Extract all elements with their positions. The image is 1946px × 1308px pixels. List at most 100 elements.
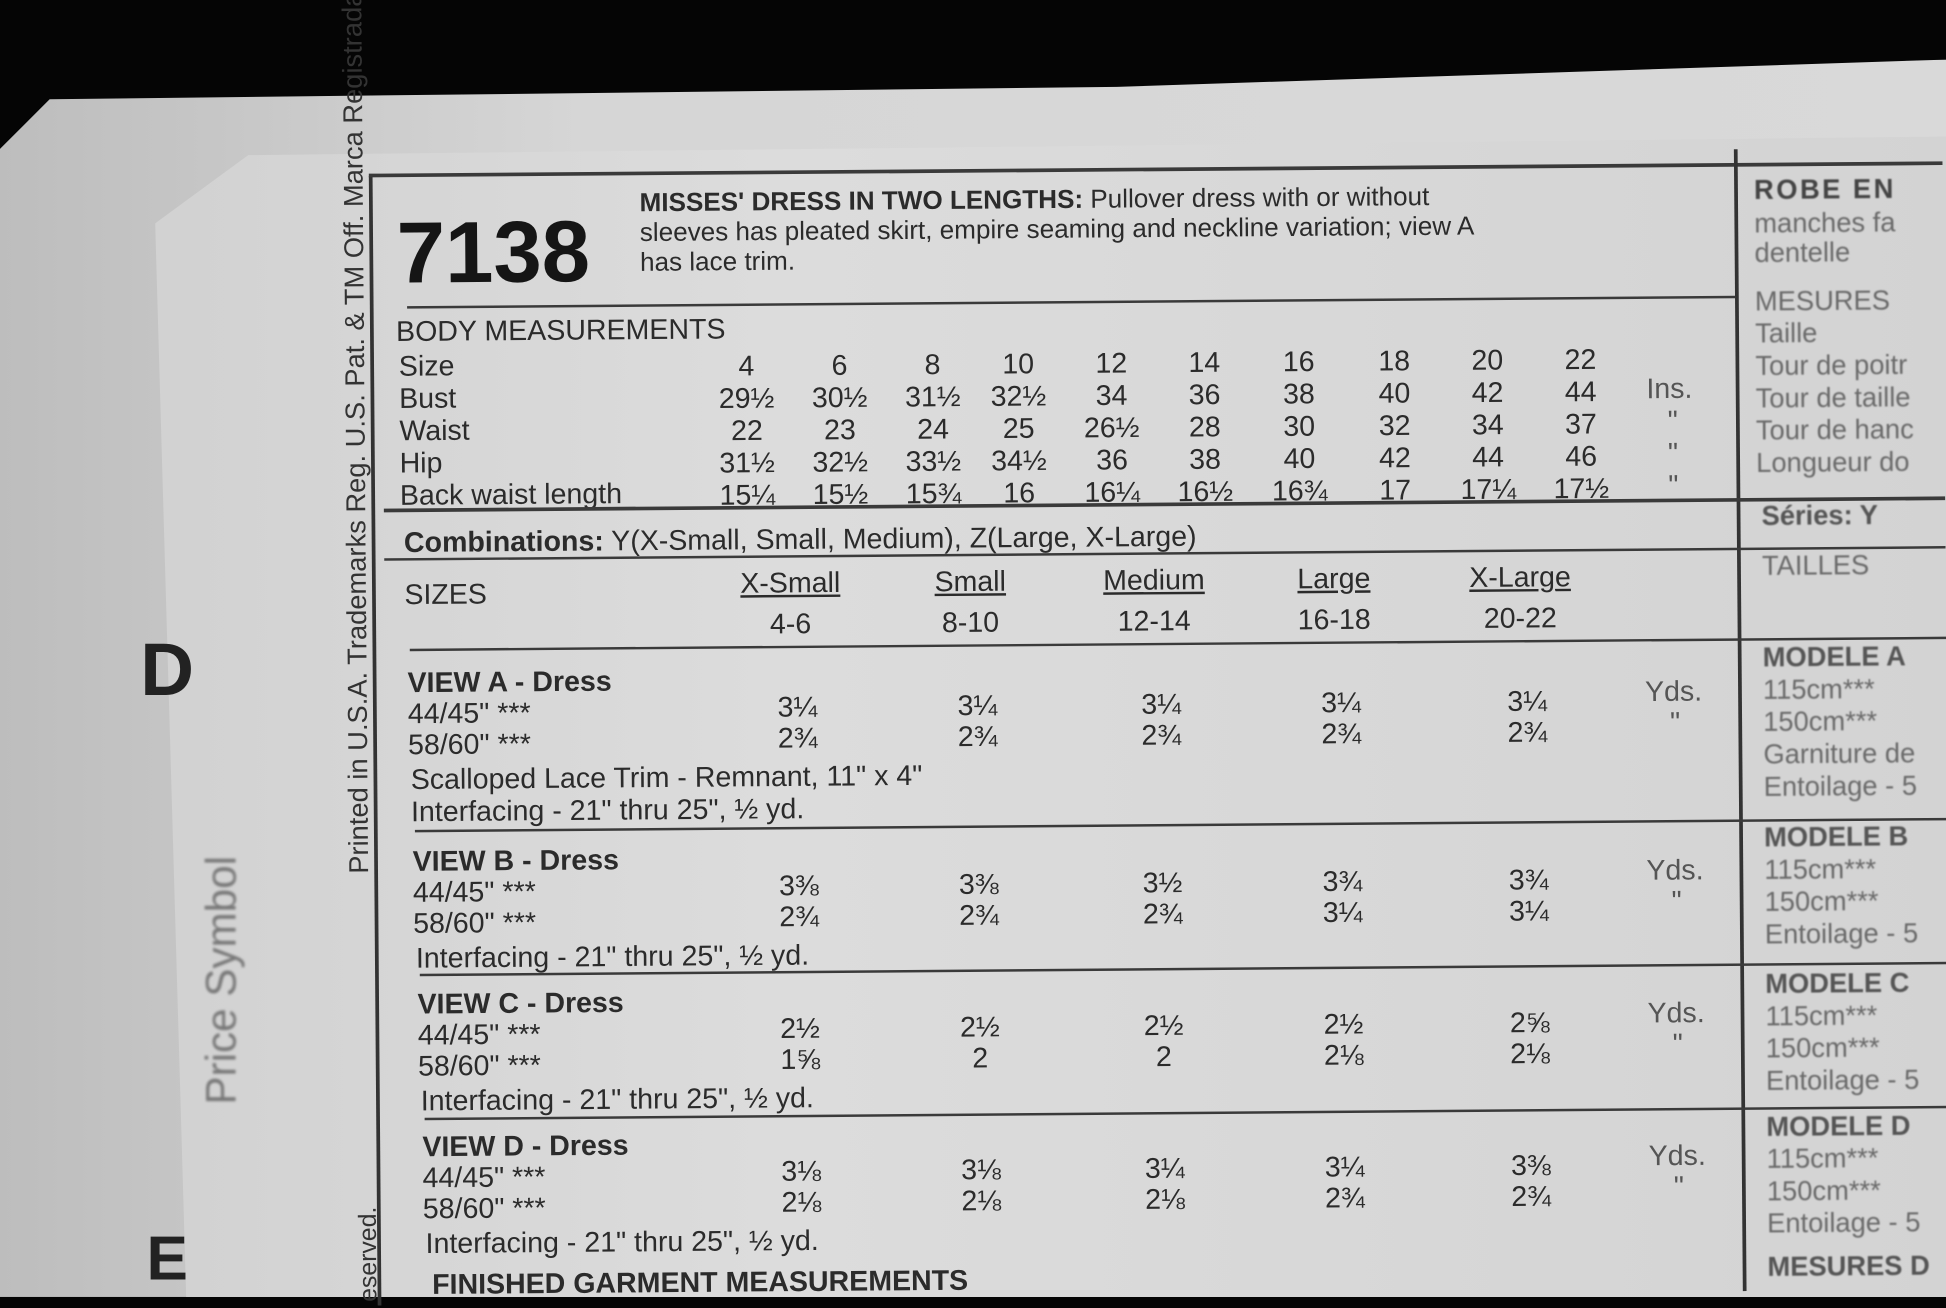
yardage-value: 2½ — [959, 1010, 1000, 1043]
yardage-value: 3¾ — [1508, 863, 1549, 896]
unit-label: Ins. — [1646, 371, 1693, 405]
measurement-value: 14 — [1188, 345, 1221, 379]
french-material-line: Entoilage - 5 — [1766, 1206, 1921, 1239]
french-series: Séries: Y — [1761, 499, 1879, 532]
fabric-width-label: 44/45" *** — [422, 1160, 546, 1194]
ditto-mark: " — [1667, 436, 1679, 469]
size-range: 12-14 — [1117, 604, 1191, 637]
size-name: X-Small — [740, 565, 841, 599]
yardage-value: 2¾ — [777, 721, 818, 754]
ditto-mark: " — [1673, 1169, 1685, 1203]
material-note: Scalloped Lace Trim - Remnant, 11" x 4" — [410, 758, 923, 796]
yardage-value: 2½ — [1323, 1007, 1364, 1040]
yardage-value: 3⅜ — [778, 868, 819, 902]
measurement-value: 6 — [831, 348, 848, 382]
french-material-line: 150cm*** — [1763, 705, 1878, 738]
measurement-value: 20 — [1471, 343, 1504, 377]
yardage-value: 2¾ — [957, 719, 998, 753]
measurement-value: 32½ — [990, 379, 1047, 413]
edge-letters: E — [146, 1223, 188, 1294]
french-measure-label: Taille — [1755, 317, 1818, 349]
material-note: Interfacing - 21" thru 25", ½ yd. — [425, 1223, 819, 1260]
material-note: Interfacing - 21" thru 25", ½ yd. — [415, 938, 810, 974]
measurement-value: 25 — [1002, 411, 1035, 445]
yardage-value: 3¼ — [777, 690, 818, 723]
french-material-line: Entoilage - 5 — [1765, 1063, 1920, 1097]
french-material-line: 115cm*** — [1766, 1142, 1879, 1175]
yardage-value: 1⅝ — [780, 1042, 821, 1076]
measurement-value: 42 — [1471, 375, 1504, 409]
view-title: VIEW B - Dress — [412, 843, 620, 878]
measurement-row-label: Hip — [399, 446, 443, 479]
ditto-mark: " — [1669, 705, 1681, 739]
measurement-value: 23 — [823, 413, 856, 446]
french-measure-label: MESURES — [1754, 284, 1891, 317]
french-material-line: Entoilage - 5 — [1764, 917, 1919, 950]
size-range: 8-10 — [941, 605, 1000, 639]
yardage-value: 2¾ — [1321, 716, 1362, 750]
measurement-value: 34 — [1471, 408, 1504, 441]
combinations-label: Combinations: — [403, 524, 604, 559]
measurement-value: 4 — [738, 349, 755, 382]
french-measure-label: Tour de taille — [1755, 381, 1911, 414]
measurement-value: 36 — [1188, 377, 1221, 411]
yardage-value: 2¾ — [779, 899, 820, 933]
measurement-value: 16 — [1282, 344, 1315, 378]
measurement-value: 38 — [1189, 442, 1222, 476]
size-range: 16-18 — [1297, 602, 1371, 636]
yardage-value: 2⅛ — [1509, 1036, 1550, 1070]
measurement-value: 18 — [1378, 344, 1411, 377]
yardage-value: 2⅛ — [961, 1183, 1002, 1217]
finished-garment-heading: FINISHED GARMENT MEASUREMENTS — [432, 1263, 969, 1301]
yardage-value: 3¼ — [1324, 1150, 1365, 1183]
yardage-value: 3¼ — [1508, 894, 1549, 927]
measurement-value: 31½ — [904, 380, 961, 413]
body-measurements-table: Size 4 6 8 10 12 14 16 18 20 22 Bust 29½ 30½ 31½ 32½ 34 3… — [0, 0, 1941, 511]
frame-top-border — [368, 161, 1943, 178]
description-line: Pullover dress with or without — [1090, 182, 1430, 214]
french-measure-label: Tour de hanc — [1755, 413, 1914, 446]
yardage-value: 3¼ — [957, 688, 998, 722]
yardage-value: 2⅛ — [1145, 1182, 1185, 1216]
view-title: VIEW D - Dress — [422, 1128, 629, 1163]
measurement-row-label: Size — [398, 349, 455, 382]
french-column: ROBE EN manches fa dentelle MESURES Taille To… — [0, 0, 1941, 1282]
measurement-value: 30½ — [811, 380, 868, 414]
french-view-title: MODELE B — [1763, 820, 1909, 853]
french-title: ROBE EN — [1753, 172, 1896, 205]
size-range: 20-22 — [1483, 601, 1557, 635]
yardage-views: VIEW A - Dress 44/45" *** 3¼ 3¼ 3¼ 3¼ 3¼ 58/60"… — [0, 0, 1946, 1259]
french-material-line: 150cm*** — [1765, 1031, 1880, 1064]
measurement-value: 36 — [1095, 443, 1129, 476]
fabric-width-label: 58/60" *** — [417, 1048, 541, 1082]
unit-label: Yds. — [1646, 853, 1704, 886]
measurement-value: 37 — [1564, 407, 1597, 440]
french-material-line: Garniture de — [1763, 737, 1916, 770]
measurement-value: 31½ — [719, 446, 776, 479]
pattern-description: MISSES' DRESS IN TWO LENGTHS: Pullover d… — [639, 182, 1474, 278]
yardage-value: 3⅛ — [781, 1154, 822, 1187]
yardage-value: 2⅝ — [1509, 1005, 1550, 1039]
measurement-value: 33½ — [905, 444, 962, 478]
fabric-width-label: 58/60" *** — [407, 727, 531, 761]
divider — [409, 636, 1946, 652]
french-sizes-label: TAILLES — [1761, 549, 1870, 581]
unit-label: Yds. — [1648, 1138, 1706, 1172]
yardage-value: 3⅜ — [1510, 1148, 1551, 1182]
french-material-line: 150cm*** — [1764, 885, 1879, 918]
french-desc-line: manches fa — [1754, 206, 1896, 239]
yardage-value: 2¾ — [1507, 715, 1548, 749]
measurement-row-label: Waist — [399, 413, 470, 447]
french-material-line: 115cm*** — [1765, 999, 1878, 1032]
yardage-value: 3¼ — [1141, 687, 1182, 720]
yardage-value: 3⅛ — [961, 1152, 1002, 1186]
french-view-title: MODELE A — [1762, 640, 1906, 673]
measurement-value: 12 — [1095, 346, 1128, 379]
view-title: VIEW C - Dress — [417, 985, 624, 1020]
fabric-width-label: 44/45" *** — [417, 1017, 541, 1051]
yardage-value: 3¼ — [1144, 1151, 1185, 1185]
measurement-value: 22 — [1564, 342, 1597, 376]
french-finished-heading: MESURES D — [1767, 1249, 1930, 1283]
divider — [407, 295, 1736, 309]
pattern-number: 7138 — [396, 202, 591, 302]
